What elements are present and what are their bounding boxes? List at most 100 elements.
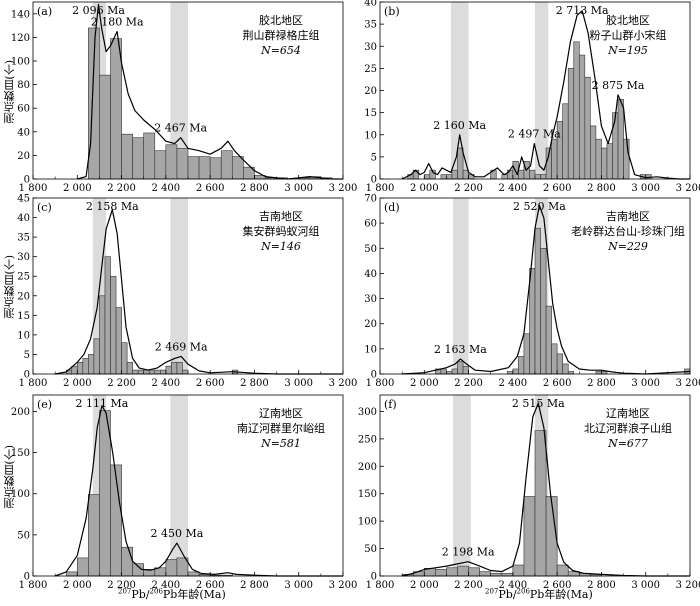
histogram-bar (612, 112, 619, 180)
peak-age-label: 2 180 Ma (91, 16, 144, 29)
y-tick-label: 100 (11, 57, 30, 68)
histogram-bar (518, 169, 525, 180)
age-highlight-band (535, 2, 549, 179)
histogram-bar (462, 366, 469, 375)
histogram-bar (132, 369, 139, 375)
x-tick-label: 2 000 (410, 183, 439, 194)
histogram-bar (423, 174, 431, 180)
histogram-bar (440, 174, 447, 180)
x-tick-label: 2 800 (587, 183, 616, 194)
peak-age-label: 2 096 Ma (72, 4, 125, 17)
histogram-bar (534, 227, 541, 375)
chart-panel-4: 1 800 2 000 2 200 2 400 2 600 2 800 3 000 3 20 0… (364, 194, 700, 390)
x-tick-label: 2 800 (240, 183, 269, 194)
y-tick-label: 0 (371, 572, 377, 583)
x-tick-label: 3 200 (676, 580, 700, 591)
group-label: 北辽河群浪子山组 (584, 421, 672, 435)
histogram-bar (88, 494, 100, 577)
histogram-bar (76, 361, 84, 375)
sample-count-label: N=581 (260, 437, 301, 450)
histogram-bar (584, 76, 591, 180)
histogram-bar (220, 150, 233, 180)
histogram-bar (457, 565, 469, 577)
x-tick-label: 3 200 (329, 378, 358, 389)
x-tick-label: 2 600 (196, 580, 225, 591)
histogram-bar (132, 137, 145, 180)
histogram-bar (601, 147, 608, 180)
sample-count-label: N=677 (607, 437, 648, 450)
y-tick-label: 60 (364, 219, 377, 230)
y-tick-label: 30 (364, 294, 377, 305)
y-tick-label: 300 (358, 407, 377, 418)
age-highlight-band (450, 2, 469, 179)
histogram-bar (198, 156, 211, 180)
histogram-bar (99, 410, 111, 577)
peak-age-label: 2 158 Ma (86, 200, 139, 213)
histogram-bar (76, 557, 89, 577)
histogram-bar (88, 354, 95, 375)
x-tick-label: 2 000 (63, 580, 92, 591)
x-tick-label: 3 000 (284, 378, 313, 389)
panel-letter: (f) (384, 398, 397, 411)
x-tick-label: 3 000 (631, 580, 660, 591)
x-tick-label: 3 200 (329, 183, 358, 194)
histogram-bar (518, 356, 525, 375)
y-tick-label: 70 (364, 194, 377, 205)
histogram-bar (104, 256, 111, 375)
y-tick-label: 10 (364, 130, 377, 141)
histogram-bar (126, 361, 133, 375)
histogram-bar (65, 571, 78, 577)
histogram-bar (606, 143, 613, 180)
x-tick-label: 1 800 (19, 378, 48, 389)
x-tick-label: 2 000 (63, 183, 92, 194)
y-tick-label: 30 (364, 42, 377, 53)
peak-age-label: 2 111 Ma (75, 397, 128, 410)
histogram-bar (479, 571, 492, 577)
x-tick-label: 2 000 (63, 378, 92, 389)
x-tick-label: 3 000 (284, 183, 313, 194)
histogram-bar (562, 103, 569, 180)
sample-count-label: N=195 (607, 44, 648, 57)
histogram-bar (507, 169, 514, 180)
age-highlight-band (170, 2, 188, 179)
x-tick-label: 2 000 (410, 378, 439, 389)
x-tick-label: 3 200 (676, 378, 700, 389)
probability-density-curve (401, 402, 690, 577)
group-label: 南辽河群里尔峪组 (237, 421, 325, 435)
probability-density-curve (54, 209, 343, 375)
panel-letter: (e) (37, 398, 52, 411)
y-tick-label: 20 (17, 151, 30, 162)
x-tick-label: 2 800 (587, 580, 616, 591)
histogram-bar (551, 343, 558, 375)
y-tick-label: 150 (358, 489, 377, 500)
region-label: 吉南地区 (606, 210, 650, 223)
y-tick-label: 25 (17, 272, 30, 283)
histogram-bar (562, 363, 569, 375)
y-tick-label: 15 (364, 108, 377, 119)
y-tick-label: 20 (364, 319, 377, 330)
histogram-bar (451, 368, 458, 375)
y-tick-label: 200 (358, 462, 377, 473)
histogram-bar (209, 157, 222, 180)
histogram-bar (512, 564, 525, 577)
x-tick-label: 2 200 (107, 378, 136, 389)
histogram-bar (501, 174, 508, 180)
y-tick-label: 25 (364, 64, 377, 75)
histogram-bar (545, 305, 552, 375)
y-tick-label: 35 (364, 20, 377, 31)
histogram-bar (160, 369, 167, 375)
histogram-bar (529, 169, 536, 180)
x-tick-label: 2 800 (587, 378, 616, 389)
histogram-bar (148, 369, 156, 375)
histogram-bar (457, 361, 464, 375)
y-tick-label: 10 (17, 330, 30, 341)
histogram-bar (82, 358, 89, 375)
histogram-bar (440, 368, 447, 375)
x-axis-label-left: 207Pb/206Pb年龄(Ma) (118, 587, 226, 601)
y-tick-label: 120 (11, 33, 30, 44)
x-tick-label: 3 200 (329, 580, 358, 591)
x-tick-label: 2 800 (240, 378, 269, 389)
x-tick-label: 2 800 (240, 580, 269, 591)
histogram-bar (540, 247, 547, 375)
histogram-bar (573, 41, 580, 180)
